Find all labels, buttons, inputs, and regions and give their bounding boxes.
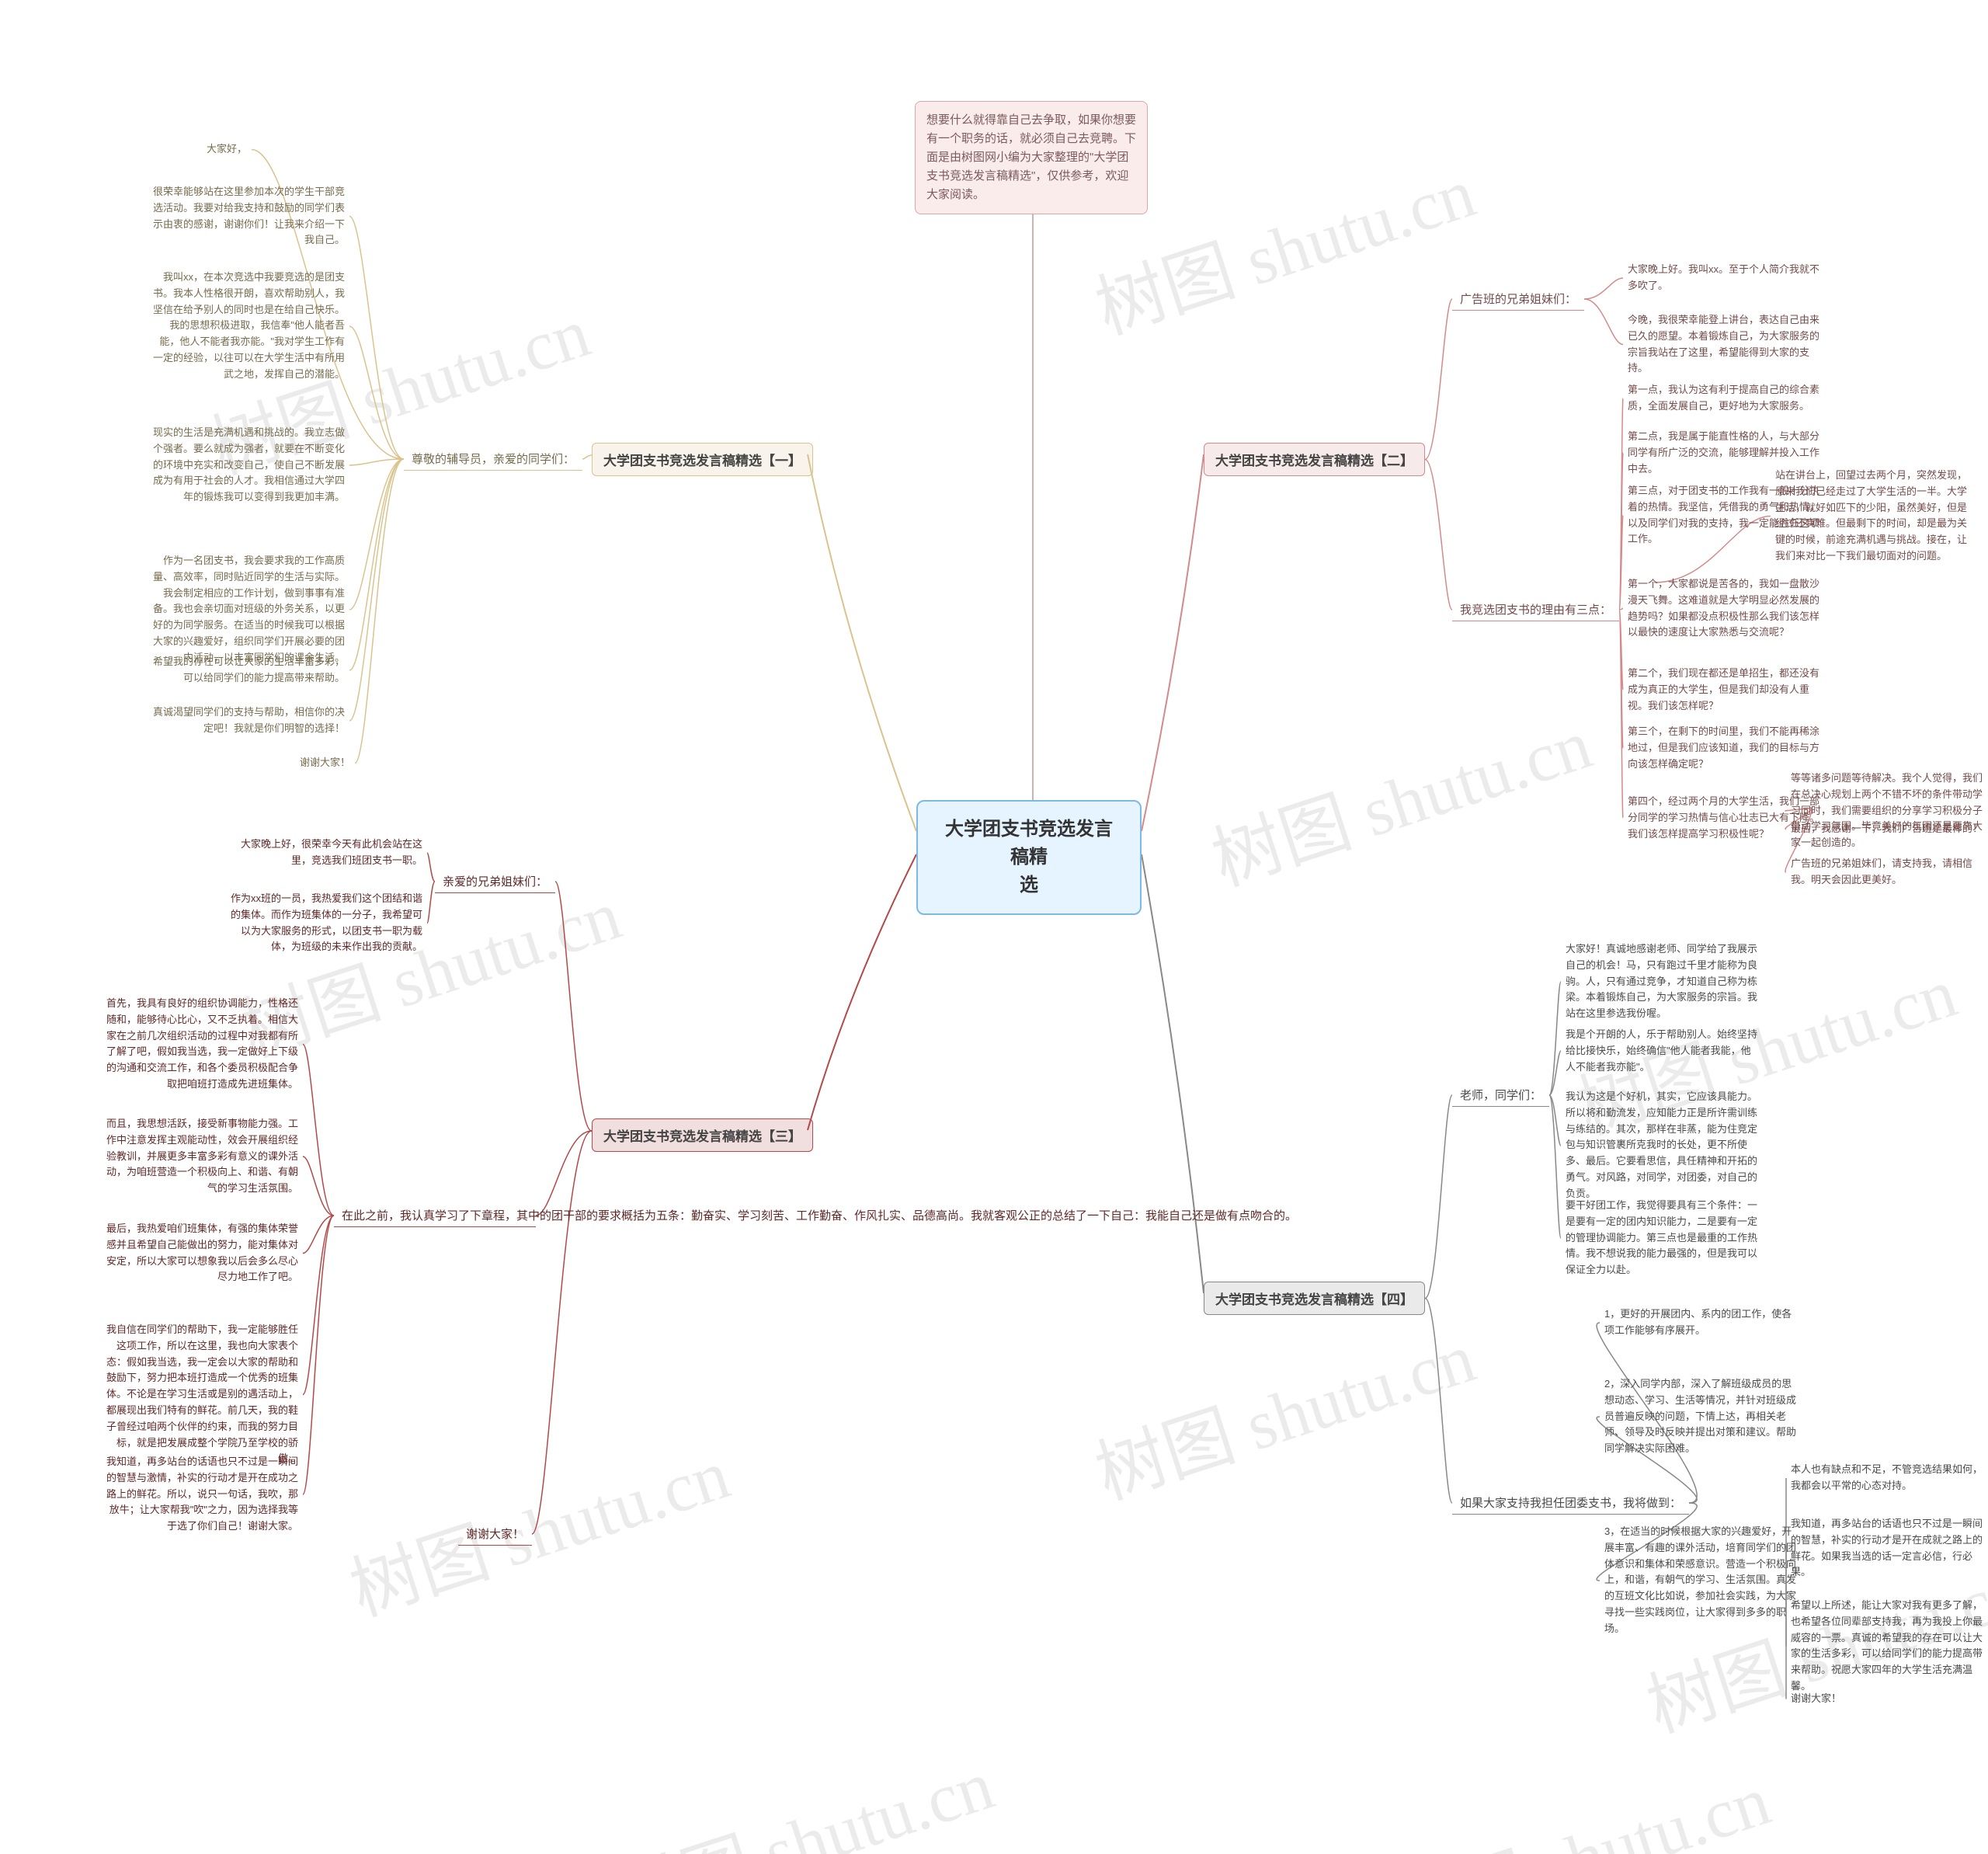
leaf-node: 大家晚上好。我叫xx。至于个人简介我就不多吹了。 — [1623, 260, 1825, 296]
leaf-node: 大家晚上好，很荣幸今天有此机会站在这里，竞选我们班团支书一职。 — [225, 835, 427, 871]
leaf-node: 最后，我热爱咱们班集体，有强的集体荣誉感并且希望自己能做出的努力，能对集体对安定… — [101, 1219, 303, 1287]
leaf-node: 最后，我感谢一下，我们广告班是最棒的！ — [1786, 819, 1987, 839]
leaf-node: 第一点，我认为这有利于提高自己的综合素质，全面发展自己，更好地为大家服务。 — [1623, 381, 1825, 416]
leaf-node: 谢谢大家！ — [295, 753, 355, 773]
leaf-node: 希望我的存在可以让大家的生活丰富多彩，可以给同学们的能力提高带来帮助。 — [148, 652, 349, 688]
sub-node: 如果大家支持我担任团委支书，我将做到： — [1452, 1491, 1689, 1515]
leaf-node: 首先，我具有良好的组织协调能力，性格还随和，能够待心比心，又不乏执着。相信大家在… — [101, 994, 303, 1094]
leaf-node: 3，在适当的时候根据大家的兴趣爱好，开展丰富、有趣的课外活动，培育同学们的团体意… — [1600, 1522, 1802, 1639]
leaf-node: 我认为这是个好机，其实，它应该具能力。所以将和勤流发，应知能力正是所许需训练与练… — [1561, 1087, 1763, 1204]
leaf-node: 要干好团工作，我觉得要具有三个条件：一是要有一定的团内知识能力，二是要有一定的管… — [1561, 1196, 1763, 1280]
leaf-node: 作为xx班的一员，我热爱我们这个团结和谐的集体。而作为班集体的一分子，我希望可以… — [225, 889, 427, 957]
leaf-node: 第一个，大家都说是苦各的，我如一盘散沙漫天飞舞。这难道就是大学明显必然发展的趋势… — [1623, 575, 1825, 642]
leaf-node: 大家好， — [202, 140, 252, 159]
section-node: 大学团支书竞选发言稿精选【一】 — [592, 443, 813, 476]
sub-node: 老师，同学们： — [1452, 1084, 1549, 1107]
leaf-node: 我叫xx，在本次竞选中我要竞选的是团支书。我本人性格很开朗，喜欢帮助别人，我坚信… — [148, 268, 349, 384]
leaf-node: 谢谢大家！ — [1786, 1689, 1846, 1709]
section-node: 大学团支书竞选发言稿精选【三】 — [592, 1118, 813, 1152]
leaf-node: 我自信在同学们的帮助下，我一定能够胜任这项工作，所以在这里，我也向大家表个态：假… — [101, 1320, 303, 1469]
leaf-node: 我是个开朗的人，乐于帮助别人。始终坚持给比接快乐，始终确信"他人能者我能，他人不… — [1561, 1025, 1763, 1077]
leaf-node: 第二个，我们现在都还是单招生，都还没有成为真正的大学生，但是我们却没有人重视。我… — [1623, 664, 1825, 715]
leaf-node: 本人也有缺点和不足，不管竞选结果如何，我都会以平常的心态对持。 — [1786, 1460, 1988, 1496]
leaf-node: 大家好！真诚地感谢老师、同学给了我展示自己的机会！马，只有跑过千里才能称为良驹。… — [1561, 940, 1763, 1024]
leaf-node: 站在讲台上，回望过去两个月，突然发现，原来我们已经走过了大学生活的一半。大学生活… — [1771, 466, 1972, 566]
root-node: 大学团支书竞选发言稿精 选 — [916, 800, 1142, 915]
section-node: 大学团支书竞选发言稿精选【二】 — [1204, 443, 1425, 476]
leaf-node: 我知道，再多站台的话语也只不过是一瞬间的智慧，补实的行动才是开在成就之路上的鲜花… — [1786, 1515, 1988, 1582]
leaf-node: 作为一名团支书，我会要求我的工作高质量、高效率，同时贴近同学的生活与实际。我会制… — [148, 551, 349, 668]
leaf-node: 今晚，我很荣幸能登上讲台，表达自己由来已久的愿望。本着锻炼自己，为大家服务的宗旨… — [1623, 311, 1825, 378]
sub-node: 尊敬的辅导员，亲爱的同学们： — [404, 447, 582, 471]
intro-node: 想要什么就得靠自己去争取，如果你想要有一个职务的话，就必须自己去竞聘。下面是由树… — [915, 101, 1148, 214]
sub-node: 谢谢大家！ — [458, 1522, 532, 1546]
section-node: 大学团支书竞选发言稿精选【四】 — [1204, 1282, 1425, 1315]
sub-node: 在此之前，我认真学习了下章程，其中的团干部的要求概括为五条：勤奋实、学习刻苦、工… — [334, 1204, 536, 1227]
leaf-node: 广告班的兄弟姐妹们，请支持我，请相信我。明天会因此更美好。 — [1786, 854, 1988, 890]
sub-node: 广告班的兄弟姐妹们： — [1452, 287, 1584, 311]
leaf-node: 现实的生活是充满机遇和挑战的。我立志做个强者。要么就成为强者，就要在不断变化的环… — [148, 423, 349, 507]
sub-node: 亲爱的兄弟姐妹们： — [435, 870, 555, 893]
leaf-node: 2，深入同学内部，深入了解班级成员的思想动态、学习、生活等情况，并针对班级成员普… — [1600, 1375, 1802, 1459]
leaf-node: 很荣幸能够站在这里参加本次的学生干部竞选活动。我要对给我支持和鼓励的同学们表示由… — [148, 183, 349, 250]
leaf-node: 而且，我思想活跃，接受新事物能力强。工作中注意发挥主观能动性，效会开展组织经验教… — [101, 1115, 303, 1198]
leaf-node: 第三个，在剩下的时间里，我们不能再稀涂地过，但是我们应该知道，我们的目标与方向该… — [1623, 722, 1825, 774]
sub-node: 我竞选团支书的理由有三点： — [1452, 598, 1619, 621]
leaf-node: 等等诸多问题等待解决。我个人觉得，我们在总决心规划上两个不错不坏的条件带动学习同… — [1786, 769, 1988, 853]
leaf-node: 1，更好的开展团内、系内的团工作，使各项工作能够有序展开。 — [1600, 1305, 1802, 1341]
leaf-node: 我知道，再多站台的话语也只不过是一瞬间的智慧与激情，补实的行动才是开在成功之路上… — [101, 1452, 303, 1536]
leaf-node: 希望以上所述，能让大家对我有更多了解，也希望各位同辈部支持我，再为我投上你最威容… — [1786, 1596, 1988, 1696]
leaf-node: 真诚渴望同学们的支持与帮助，相信你的决定吧！我就是你们明智的选择！ — [148, 703, 349, 739]
